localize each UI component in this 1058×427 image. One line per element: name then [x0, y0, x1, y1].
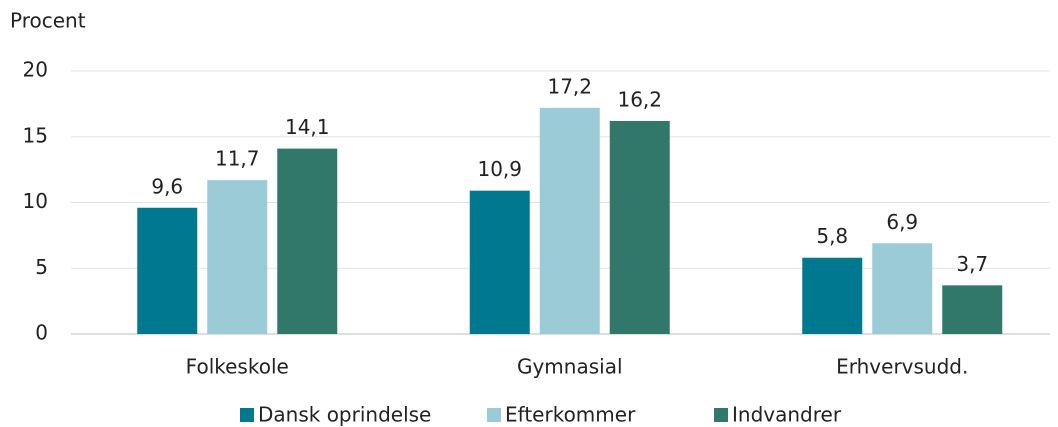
legend-swatch [240, 408, 254, 422]
y-tick-label: 5 [35, 255, 48, 279]
bar [942, 285, 1003, 334]
bar [207, 180, 268, 334]
legend-swatch [714, 408, 728, 422]
x-tick-label: Erhvervsudd. [836, 355, 968, 379]
data-label: 16,2 [617, 87, 662, 111]
bar [469, 190, 530, 334]
data-label: 17,2 [547, 74, 592, 98]
bar [137, 207, 198, 334]
bar [802, 257, 863, 334]
data-label: 3,7 [956, 252, 988, 276]
y-axis-label: Procent [10, 9, 86, 33]
data-label: 10,9 [477, 157, 522, 181]
legend-label: Dansk oprindelse [258, 403, 431, 427]
y-tick-label: 20 [23, 58, 48, 82]
data-label: 6,9 [886, 210, 918, 234]
y-tick-label: 0 [35, 321, 48, 345]
bar [277, 148, 338, 334]
data-label: 11,7 [215, 147, 260, 171]
bar [872, 243, 933, 334]
bar [539, 107, 600, 334]
legend-label: Indvandrer [732, 403, 842, 427]
bar [609, 120, 670, 334]
y-tick-label: 15 [23, 123, 48, 147]
legend-swatch [487, 408, 501, 422]
data-label: 9,6 [151, 174, 183, 198]
x-tick-label: Folkeskole [186, 355, 289, 379]
y-tick-label: 10 [23, 189, 48, 213]
legend-label: Efterkommer [505, 403, 636, 427]
data-label: 14,1 [285, 115, 330, 139]
x-tick-label: Gymnasial [517, 355, 623, 379]
data-label: 5,8 [816, 224, 848, 248]
